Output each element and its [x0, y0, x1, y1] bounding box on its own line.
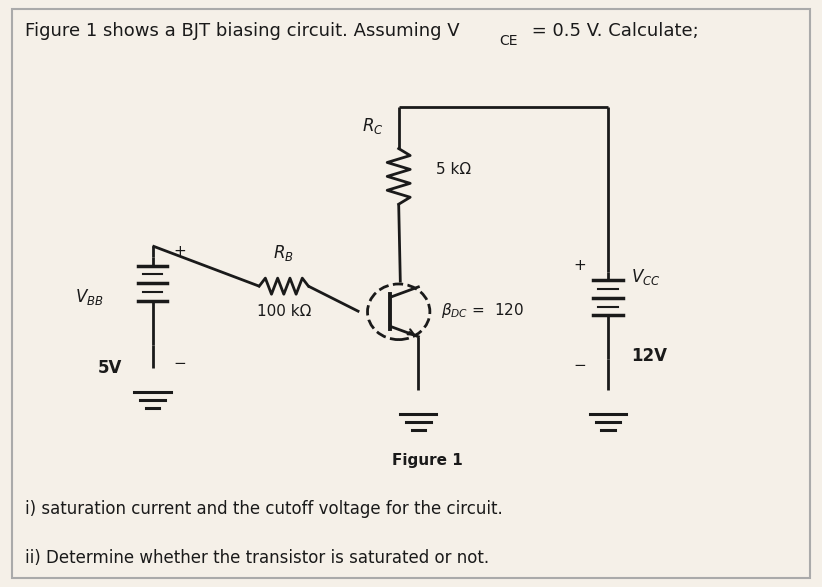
Text: ii) Determine whether the transistor is saturated or not.: ii) Determine whether the transistor is …: [25, 549, 489, 568]
Text: $R_C$: $R_C$: [362, 116, 383, 136]
Text: +: +: [173, 244, 186, 258]
Text: CE: CE: [500, 34, 518, 48]
Text: $R_B$: $R_B$: [274, 243, 294, 263]
Text: i) saturation current and the cutoff voltage for the circuit.: i) saturation current and the cutoff vol…: [25, 501, 503, 518]
Text: $V_{CC}$: $V_{CC}$: [631, 268, 661, 288]
Text: $V_{BB}$: $V_{BB}$: [75, 287, 104, 307]
Text: = 0.5 V. Calculate;: = 0.5 V. Calculate;: [526, 22, 699, 41]
Text: +: +: [574, 258, 587, 273]
Text: Figure 1: Figure 1: [392, 453, 463, 468]
Text: Figure 1 shows a BJT biasing circuit. Assuming V: Figure 1 shows a BJT biasing circuit. As…: [25, 22, 460, 41]
Text: 5 kΩ: 5 kΩ: [436, 161, 471, 177]
Text: $\beta_{DC}$ =  120: $\beta_{DC}$ = 120: [441, 301, 524, 320]
Text: 5V: 5V: [98, 359, 122, 377]
Text: 100 kΩ: 100 kΩ: [256, 305, 311, 319]
Text: −: −: [173, 356, 186, 370]
Text: −: −: [574, 357, 587, 373]
Text: 12V: 12V: [631, 347, 667, 365]
